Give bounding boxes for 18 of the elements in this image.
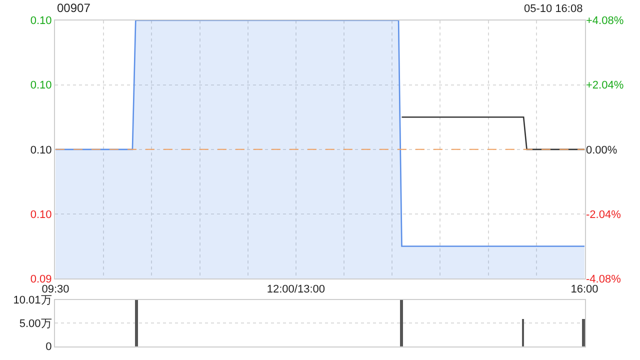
y-tick-label: 0.10: [30, 144, 52, 156]
y2-tick-label: 0.00%: [586, 144, 618, 156]
y2-tick-label: +4.08%: [586, 15, 624, 28]
chart-title: 00907: [57, 1, 91, 15]
y-tick-label: 0.10: [30, 80, 52, 92]
x-tick-label: 12:00/13:00: [266, 284, 326, 296]
y-tick-label: 0: [46, 341, 52, 354]
y2-tick-label: -2.04%: [586, 208, 622, 221]
y2-tick-label: -4.08%: [586, 273, 622, 286]
y2-tick-label: +2.04%: [586, 80, 624, 92]
x-tick-label: 09:30: [42, 284, 70, 296]
text: 05-10 16:08: [524, 3, 583, 15]
x-tick-label: 16:00: [570, 284, 598, 296]
y-tick-label: 0.09: [30, 273, 52, 286]
y-tick-label: 0.10: [30, 208, 52, 221]
y-tick-label: 10.01万: [13, 294, 52, 307]
y-tick-label: 5.00万: [19, 318, 52, 330]
y-tick-label: 0.10: [30, 15, 52, 28]
